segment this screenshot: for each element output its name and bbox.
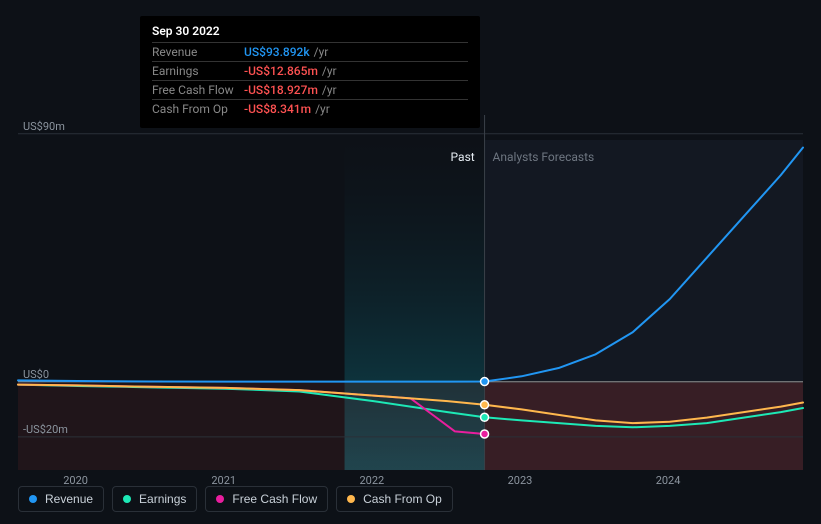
tooltip-metric-unit: /yr: [315, 102, 330, 116]
chart-legend: Revenue Earnings Free Cash Flow Cash From O…: [18, 486, 453, 512]
tooltip-row: RevenueUS$93.892k/yr: [152, 42, 468, 61]
tooltip-row: Free Cash Flow-US$18.927m/yr: [152, 80, 468, 99]
legend-dot-icon: [29, 495, 37, 503]
tooltip-metric-label: Cash From Op: [152, 102, 244, 116]
legend-dot-icon: [216, 495, 224, 503]
legend-item-fcf[interactable]: Free Cash Flow: [205, 486, 328, 512]
tooltip-row: Earnings-US$12.865m/yr: [152, 61, 468, 80]
tooltip-metric-unit: /yr: [314, 45, 329, 59]
legend-item-revenue[interactable]: Revenue: [18, 486, 104, 512]
x-axis-label: 2024: [656, 474, 681, 487]
legend-label: Revenue: [45, 492, 93, 506]
tooltip-metric-value: -US$8.341m: [244, 102, 311, 116]
y-axis-label: US$90m: [23, 120, 65, 133]
fcf-marker: [481, 430, 489, 438]
past-label: Past: [451, 150, 475, 164]
tooltip-metric-label: Earnings: [152, 64, 244, 78]
tooltip-date: Sep 30 2022: [152, 24, 468, 42]
legend-label: Earnings: [139, 492, 186, 506]
legend-dot-icon: [123, 495, 131, 503]
tooltip-metric-value: -US$18.927m: [244, 83, 318, 97]
forecast-label: Analysts Forecasts: [493, 150, 595, 164]
chart-container: Sep 30 2022 RevenueUS$93.892k/yrEarnings…: [0, 0, 821, 524]
chart-tooltip: Sep 30 2022 RevenueUS$93.892k/yrEarnings…: [140, 16, 480, 128]
y-axis-label: US$0: [23, 368, 49, 381]
tooltip-metric-unit: /yr: [322, 83, 337, 97]
legend-dot-icon: [347, 495, 355, 503]
y-axis-label: -US$20m: [23, 423, 68, 436]
tooltip-metric-value: US$93.892k: [244, 45, 310, 59]
revenue-marker: [481, 378, 489, 386]
legend-label: Cash From Op: [363, 492, 442, 506]
earnings-marker: [481, 413, 489, 421]
tooltip-row: Cash From Op-US$8.341m/yr: [152, 99, 468, 118]
legend-item-earnings[interactable]: Earnings: [112, 486, 197, 512]
legend-label: Free Cash Flow: [232, 492, 317, 506]
tooltip-metric-unit: /yr: [322, 64, 337, 78]
x-axis-label: 2023: [508, 474, 533, 487]
tooltip-metric-label: Revenue: [152, 45, 244, 59]
tooltip-metric-value: -US$12.865m: [244, 64, 318, 78]
legend-item-cfo[interactable]: Cash From Op: [336, 486, 453, 512]
tooltip-metric-label: Free Cash Flow: [152, 83, 244, 97]
cfo-marker: [481, 401, 489, 409]
